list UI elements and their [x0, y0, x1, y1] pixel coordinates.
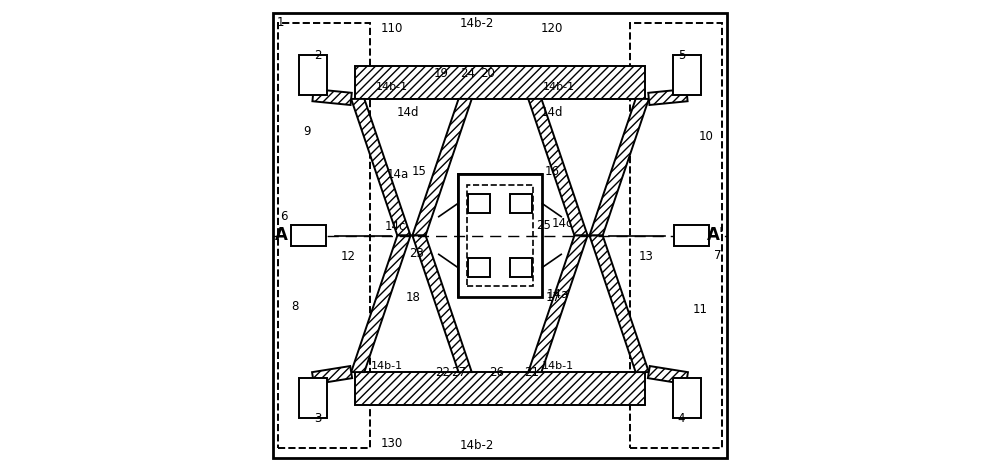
- Polygon shape: [412, 99, 472, 236]
- Text: 14b-2: 14b-2: [459, 17, 494, 30]
- Text: 25: 25: [536, 219, 551, 232]
- Text: 14a: 14a: [547, 288, 569, 301]
- Text: 120: 120: [541, 22, 563, 35]
- Bar: [673, 378, 701, 418]
- Polygon shape: [355, 372, 645, 405]
- Text: 14b-1: 14b-1: [541, 361, 574, 372]
- Polygon shape: [589, 236, 649, 372]
- Text: 4: 4: [678, 412, 685, 425]
- Text: 17: 17: [545, 291, 560, 304]
- Bar: [673, 56, 701, 95]
- Text: 9: 9: [303, 125, 311, 138]
- Text: 6: 6: [281, 210, 288, 223]
- Text: 14b-1: 14b-1: [376, 82, 408, 92]
- Text: 14c: 14c: [385, 219, 406, 233]
- Text: 18: 18: [406, 291, 421, 304]
- Polygon shape: [351, 236, 411, 372]
- Bar: [468, 195, 490, 213]
- Text: 5: 5: [678, 49, 685, 62]
- Bar: [299, 378, 327, 418]
- Text: 26: 26: [489, 365, 504, 379]
- Text: 20: 20: [480, 66, 495, 80]
- Bar: [299, 56, 327, 95]
- Bar: [467, 185, 533, 286]
- Text: 21: 21: [525, 365, 540, 379]
- Bar: [278, 23, 370, 448]
- Text: 7: 7: [714, 249, 722, 262]
- Text: 110: 110: [380, 22, 403, 35]
- Polygon shape: [648, 89, 688, 105]
- Text: 8: 8: [291, 300, 299, 313]
- Polygon shape: [589, 99, 649, 236]
- Bar: [510, 195, 532, 213]
- Text: 16: 16: [544, 165, 559, 179]
- Polygon shape: [312, 89, 352, 105]
- Polygon shape: [351, 99, 411, 236]
- Polygon shape: [312, 366, 352, 384]
- Text: A: A: [275, 227, 288, 244]
- Polygon shape: [355, 66, 645, 99]
- Text: 14b-1: 14b-1: [543, 82, 575, 92]
- Text: 14a: 14a: [386, 168, 408, 181]
- Text: 24: 24: [460, 66, 475, 80]
- Text: 130: 130: [381, 437, 403, 450]
- Bar: [291, 225, 326, 246]
- Text: 27: 27: [451, 365, 466, 379]
- Polygon shape: [528, 99, 588, 236]
- Text: 13: 13: [639, 250, 653, 263]
- Polygon shape: [412, 236, 472, 372]
- Bar: [468, 258, 490, 276]
- Bar: [630, 23, 722, 448]
- Bar: [458, 174, 542, 297]
- Text: 19: 19: [434, 66, 449, 80]
- Bar: [674, 225, 709, 246]
- Text: 3: 3: [315, 412, 322, 425]
- Polygon shape: [458, 174, 542, 297]
- Text: 15: 15: [412, 165, 426, 179]
- Text: 12: 12: [341, 250, 356, 263]
- Text: 14d: 14d: [541, 106, 563, 119]
- Text: 14d: 14d: [397, 106, 419, 119]
- Polygon shape: [528, 236, 588, 372]
- Text: 2: 2: [314, 49, 322, 62]
- Text: 10: 10: [699, 130, 714, 143]
- Text: 1: 1: [277, 16, 284, 29]
- Text: 14c: 14c: [551, 217, 573, 230]
- Polygon shape: [648, 366, 688, 384]
- Text: 11: 11: [692, 303, 707, 317]
- Text: 23: 23: [409, 247, 424, 260]
- Text: A': A': [707, 227, 725, 244]
- Text: 22: 22: [435, 365, 450, 379]
- Text: 14b-1: 14b-1: [371, 361, 403, 372]
- Bar: [510, 258, 532, 276]
- Text: 14b-2: 14b-2: [459, 439, 494, 452]
